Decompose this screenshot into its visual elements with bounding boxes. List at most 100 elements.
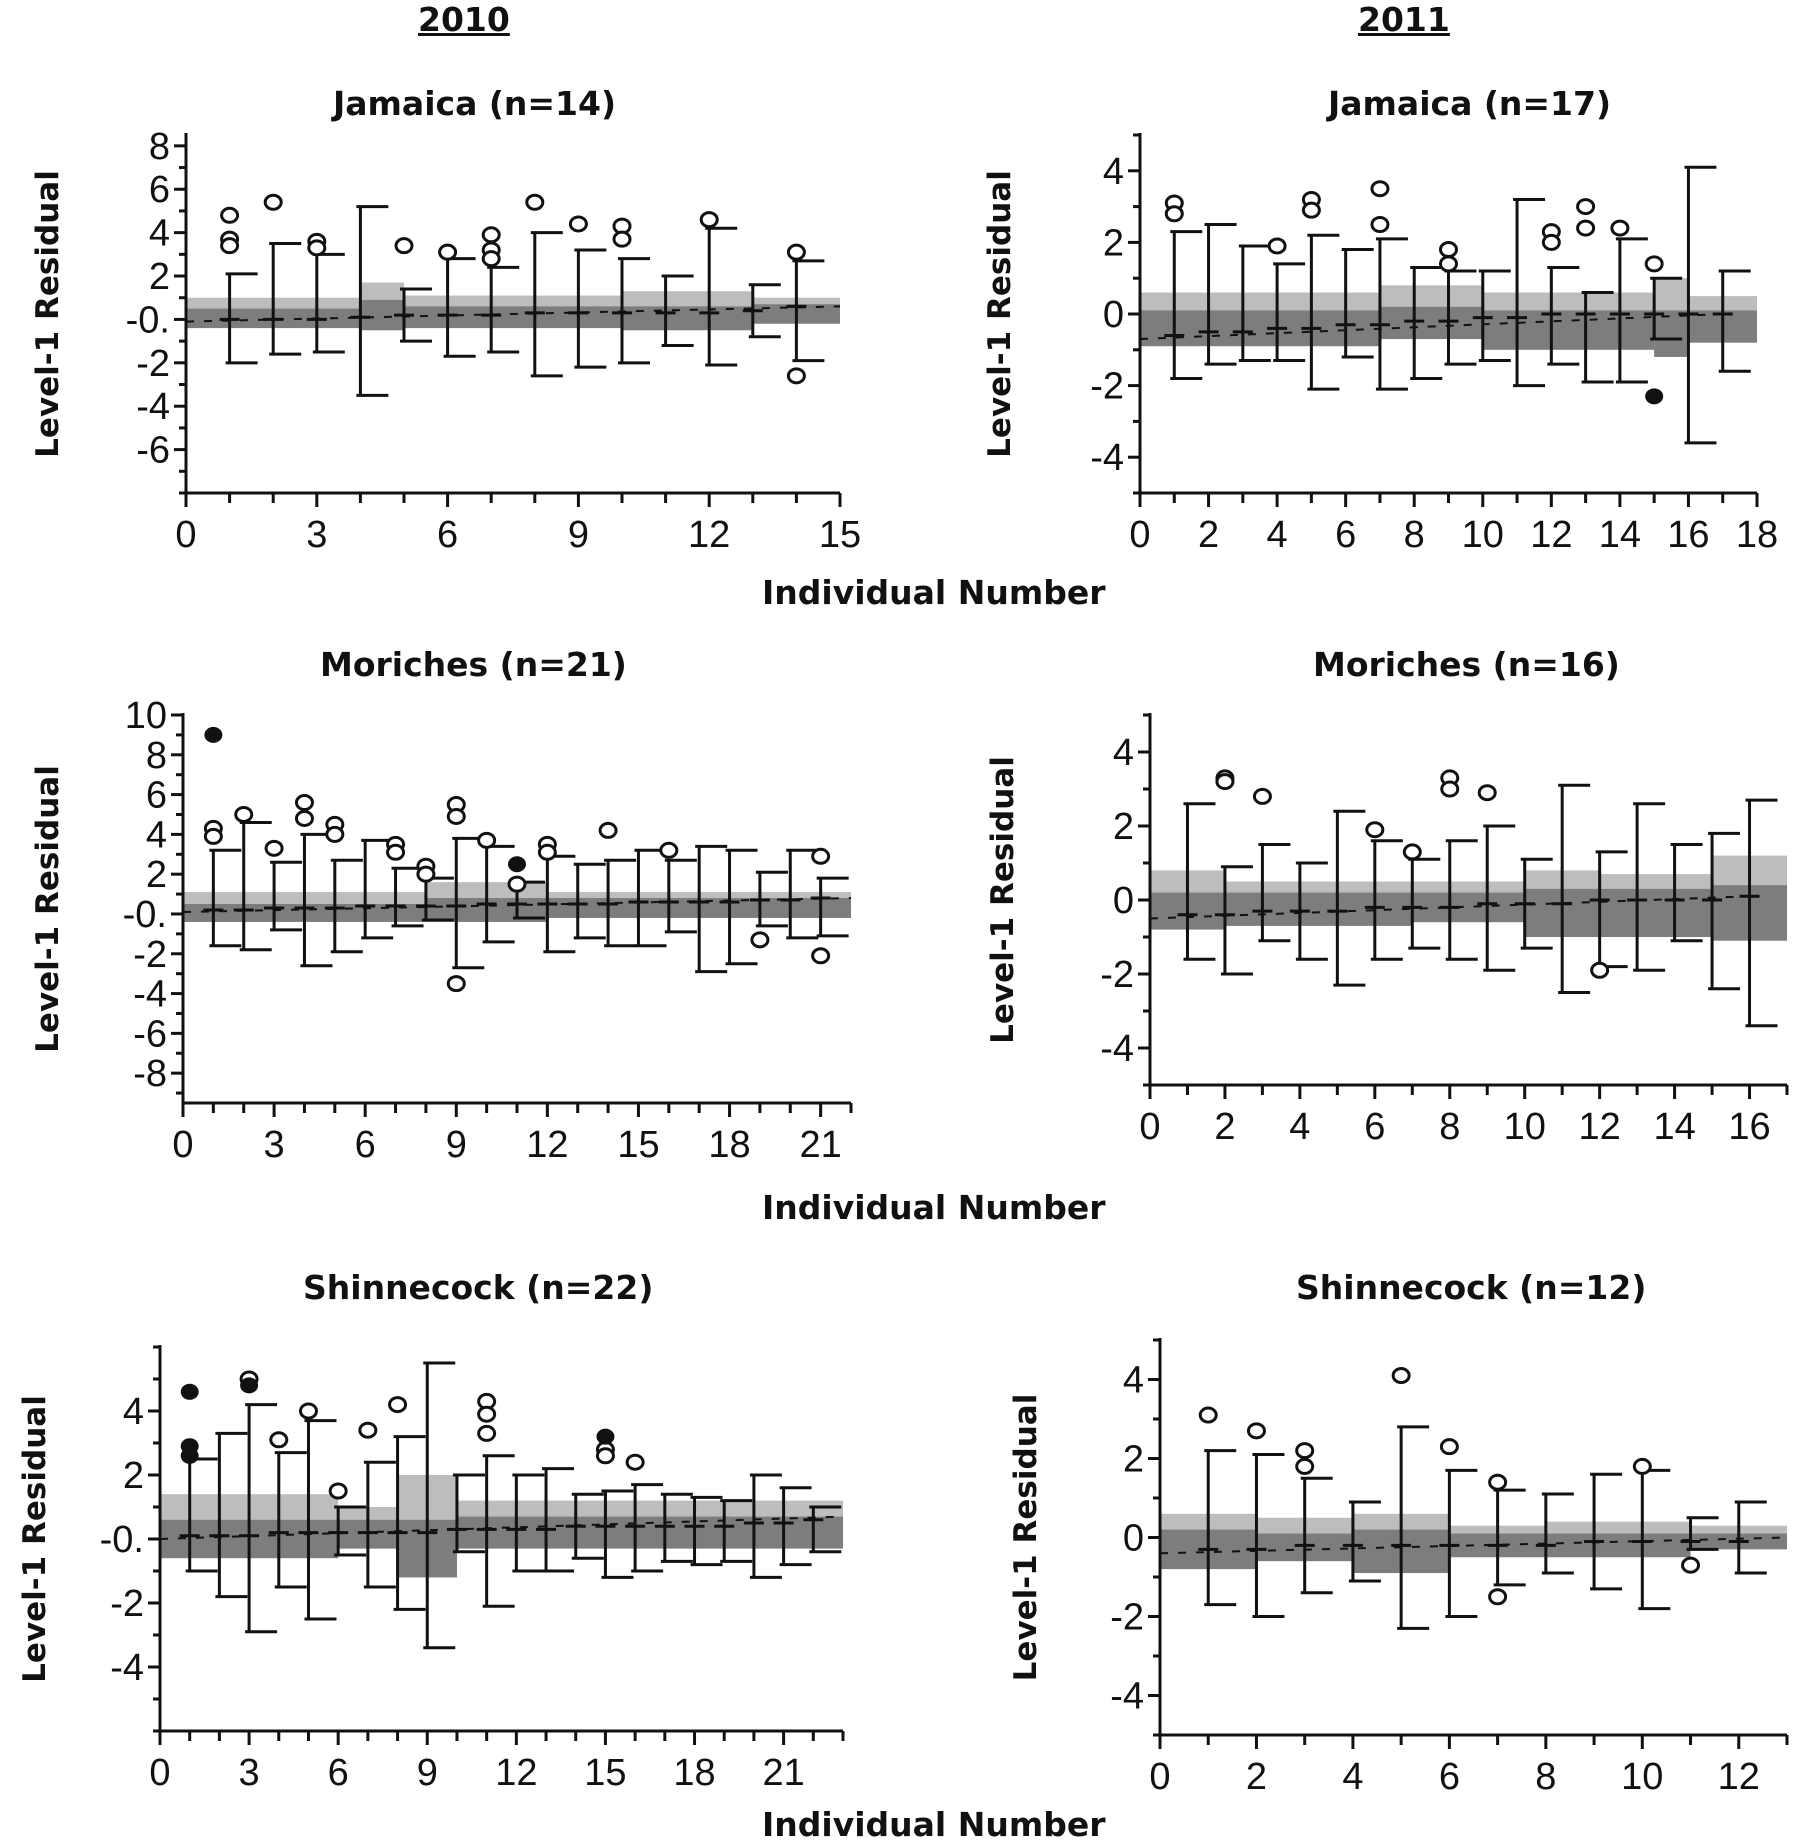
panel-1-individual-12-outlier-1	[699, 211, 719, 229]
panel-1-x-tick-label-4: 9	[568, 514, 589, 556]
panel-6-y-axis-title: Level-1 Residual	[1008, 1394, 1044, 1682]
panel-5-x-tick-label-1: 0	[149, 1752, 170, 1794]
panel-6-x-tick-label-5: 8	[1535, 1756, 1556, 1798]
panel-3-x-tick-label-6: 15	[617, 1124, 659, 1166]
panel-4-x-tick-label-3: 4	[1289, 1106, 1310, 1148]
panel-5-y-tick-label-1: 4	[123, 1391, 144, 1433]
panel-3-individual-3-outlier-1	[264, 839, 284, 857]
panel-4-y-tick-label-1: 4	[1113, 732, 1134, 774]
panel-4-individual-9-outlier-1	[1477, 784, 1497, 802]
panel-1-individual-7-outlier-1	[481, 226, 501, 244]
panel-2-trend-line	[1139, 313, 1723, 341]
panel-1-y-tick-label-1: 8	[149, 126, 170, 168]
panel-4-individual-7-outlier-1	[1402, 843, 1422, 861]
panel-3-individual-9-outlier-3	[446, 975, 466, 993]
panel-title-moriches-2010: Moriches (n=21)	[320, 645, 627, 684]
panel-1-individual-7-outlier-3	[481, 250, 501, 268]
panel-3-individual-2-outlier-1	[234, 805, 254, 823]
panel-2-y-tick-label-1: 4	[1103, 151, 1124, 193]
panel-title-jamaica-2010: Jamaica (n=14)	[333, 84, 617, 123]
panel-5-individual-16-outlier-1	[625, 1453, 645, 1471]
panel-3-y-tick-label-2: 8	[146, 735, 167, 777]
panel-5-individual-11-outlier-2	[477, 1405, 497, 1423]
panel-5-y-tick-label-2: 2	[123, 1455, 144, 1497]
panel-3-individual-14-outlier-1	[598, 821, 618, 839]
panel-5-x-tick-label-7: 18	[673, 1752, 715, 1794]
panel-1-individual-1-outlier-3	[220, 237, 240, 255]
panel-3-individual-4-outlier-2	[294, 809, 314, 827]
panel-5-extreme-outlier-5	[596, 1428, 615, 1445]
panel-title-jamaica-2011: Jamaica (n=17)	[1328, 84, 1612, 123]
panel-5-x-tick-label-6: 15	[584, 1752, 626, 1794]
panel-3-y-tick-label-5: 2	[146, 854, 167, 896]
panel-3-x-tick-label-4: 9	[446, 1124, 467, 1166]
panel-1-y-axis-title: Level-1 Residual	[30, 170, 66, 458]
panel-2-x-tick-label-7: 12	[1530, 514, 1572, 556]
panel-3-individual-19-outlier-1	[750, 931, 770, 949]
panel-4-x-tick-label-2: 2	[1214, 1106, 1235, 1148]
panel-5-y-axis-title: Level-1 Residual	[17, 1395, 53, 1683]
panel-3-individual-10-outlier-1	[477, 831, 497, 849]
panel-5-trend-line	[159, 1515, 844, 1540]
panel-3-individual-9-outlier-2	[446, 807, 466, 825]
panel-2-y-tick-label-3: 0	[1103, 294, 1124, 336]
panel-3-individual-1-outlier-2	[203, 827, 223, 845]
panel-3-x-tick-label-5: 12	[526, 1124, 568, 1166]
panel-4-y-tick-label-3: 0	[1113, 880, 1134, 922]
panel-5-x-tick-label-4: 9	[417, 1752, 438, 1794]
panel-6-y-tick-label-2: 2	[1123, 1439, 1144, 1481]
panel-3-y-tick-label-4: 4	[146, 814, 167, 856]
panel-1-y-tick-label-2: 6	[149, 169, 170, 211]
panel-3-x-tick-label-7: 18	[708, 1124, 750, 1166]
panel-title-shinnecock-2010: Shinnecock (n=22)	[303, 1268, 654, 1307]
panel-5-y-tick-label-3: -0.	[100, 1519, 144, 1561]
panel-1-individual-6-outlier-1	[438, 243, 458, 261]
panel-1-y-tick-label-4: 2	[149, 256, 170, 298]
x-axis-label-row-2: Individual Number	[762, 1188, 1106, 1227]
panel-5-y-tick-label-5: -4	[110, 1647, 144, 1689]
panel-2-x-tick-label-1: 0	[1129, 514, 1150, 556]
panel-6-individual-5-outlier-1	[1391, 1367, 1411, 1385]
panel-4-x-tick-label-5: 8	[1439, 1106, 1460, 1148]
panel-4-y-tick-label-2: 2	[1113, 806, 1134, 848]
panel-5-individual-6-outlier-1	[328, 1482, 348, 1500]
panel-2-individual-15-outlier-1	[1644, 255, 1664, 273]
panel-2-dark-box-1	[1140, 310, 1380, 347]
panel-3-individual-21-outlier-1	[811, 847, 831, 865]
panel-5-x-tick-label-2: 3	[239, 1752, 260, 1794]
panel-5-y-tick-label-4: -2	[110, 1583, 144, 1625]
panel-6-individual-7-outlier-1	[1488, 1473, 1508, 1491]
panel-3-y-tick-label-3: 6	[146, 775, 167, 817]
panel-1-y-tick-label-6: -2	[136, 343, 170, 385]
panel-2-y-axis-title: Level-1 Residual	[982, 170, 1018, 458]
panel-1-y-tick-label-5: -0.	[126, 299, 170, 341]
panel-5-extreme-outlier-1	[180, 1383, 199, 1400]
panel-6-individual-3-outlier-2	[1295, 1457, 1315, 1475]
panel-2-individual-9-outlier-2	[1439, 255, 1458, 273]
panel-3-y-tick-label-6: -0.	[123, 894, 167, 936]
panel-1-individual-8-outlier-1	[525, 193, 545, 211]
panel-6-y-tick-label-4: -2	[1110, 1597, 1144, 1639]
x-axis-label-row-3: Individual Number	[762, 1805, 1106, 1844]
panel-2-extreme-outlier-1	[1645, 388, 1664, 405]
panel-6-individual-10-outlier-1	[1632, 1457, 1652, 1475]
panel-6-individual-1-outlier-1	[1198, 1406, 1218, 1424]
panel-2-y-tick-label-5: -4	[1090, 437, 1124, 479]
panel-4-x-tick-label-4: 6	[1364, 1106, 1385, 1148]
panel-3-x-tick-label-8: 21	[799, 1124, 841, 1166]
panel-3-individual-7-outlier-2	[386, 843, 406, 861]
panel-3-y-tick-label-9: -6	[133, 1013, 167, 1055]
panel-3-extreme-outlier-1	[204, 726, 223, 743]
panel-1-dark-box-3	[404, 306, 622, 329]
panel-5-individual-4-outlier-1	[269, 1431, 289, 1449]
panel-1-individual-14-outlier-1	[786, 243, 806, 261]
panel-4-dark-box-5	[1599, 888, 1713, 937]
panel-title-moriches-2011: Moriches (n=16)	[1313, 645, 1620, 684]
panel-2-x-tick-label-8: 14	[1599, 514, 1641, 556]
panel-4-y-axis-title: Level-1 Residual	[985, 756, 1021, 1044]
panel-4-individual-6-outlier-1	[1365, 821, 1385, 839]
panel-2-individual-9-outlier-1	[1439, 241, 1458, 259]
panel-1-y-tick-label-3: 4	[149, 213, 170, 255]
panel-6-individual-7-outlier-2	[1488, 1588, 1508, 1606]
panel-1-y-tick-label-8: -6	[136, 430, 170, 472]
